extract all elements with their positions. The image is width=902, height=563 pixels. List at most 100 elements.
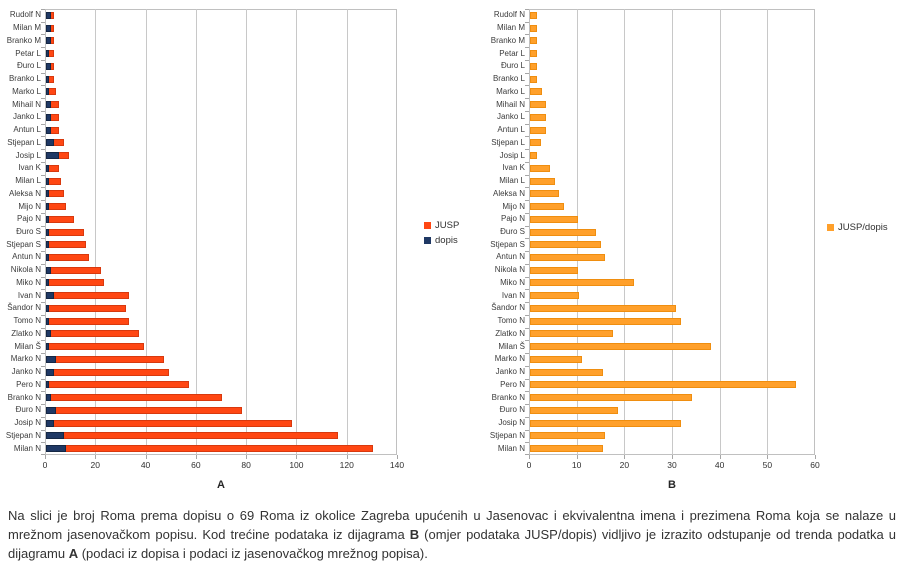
category-label: Rudolf N (9, 10, 41, 20)
category-label: Stjepan N (5, 430, 41, 440)
category-label: Ivan K (502, 163, 525, 173)
category-label: Milan Š (14, 341, 41, 351)
bar-jusp (46, 406, 243, 414)
bar-dopis (46, 241, 49, 249)
bar-dopis (46, 432, 64, 440)
bar-jusp (46, 292, 129, 300)
bar-jusp-dopis (530, 419, 681, 427)
category-label: Branko L (492, 74, 525, 84)
chart-A-gridline (246, 9, 248, 455)
chart-B-x-tick (529, 455, 530, 459)
category-label: Mihail N (496, 99, 525, 109)
chart-B-y-tick (525, 110, 529, 112)
bar-jusp (46, 203, 67, 210)
category-label: Nikola N (10, 265, 41, 275)
chart-A-x-tick (195, 455, 197, 459)
chart-A-y-tick (41, 98, 45, 100)
chart-B-y-tick (525, 149, 529, 151)
category-label: Aleksa N (8, 188, 41, 198)
bar-jusp (46, 368, 170, 376)
chart-B-x-tick (719, 455, 721, 459)
category-label: Miko N (16, 277, 41, 287)
chart-A-x-tick (95, 455, 97, 459)
category-label: Milan M (496, 23, 525, 33)
bar-jusp-dopis (530, 139, 541, 147)
category-label: Đuro S (16, 227, 41, 236)
chart-B-gridline (672, 9, 673, 455)
chart-B-x-tick-label: 50 (762, 460, 773, 470)
chart-A-y-tick (41, 200, 45, 202)
chart-A-x-tick (296, 455, 298, 459)
bar-dopis (46, 292, 54, 300)
bar-dopis (46, 75, 49, 83)
chart-A-y-tick (41, 429, 45, 431)
chart-A-x-tick (145, 455, 147, 459)
chart-B-y-tick (525, 429, 529, 431)
chart-A-x-tick (397, 455, 398, 459)
bar-dopis (46, 203, 49, 210)
bar-jusp-dopis (530, 266, 579, 274)
chart-B-x-tick (624, 455, 626, 459)
bar-dopis (46, 177, 49, 185)
chart-B-y-tick (525, 21, 529, 23)
chart-A-y-tick (41, 289, 45, 291)
category-label: Antun N (496, 252, 525, 262)
bar-dopis (46, 317, 49, 325)
category-label: Milan M (12, 23, 41, 33)
chart-B-y-tick (525, 200, 529, 202)
bar-jusp (46, 253, 89, 261)
chart-A-y-tick (41, 340, 45, 342)
category-label: Milan N (13, 443, 41, 453)
bar-jusp-dopis (530, 304, 677, 312)
chart-A-y-tick (41, 212, 45, 214)
bar-dopis (46, 190, 49, 198)
bar-dopis (46, 101, 52, 109)
chart-A-gridline (195, 9, 197, 455)
category-label: Nikola N (494, 265, 525, 275)
bar-dopis (46, 228, 49, 236)
bar-jusp-dopis (530, 164, 550, 172)
chart-A-y-tick (41, 110, 45, 112)
category-label: Pero N (16, 379, 41, 389)
category-label: Petar L (499, 48, 525, 58)
category-label: Branko M (490, 35, 525, 45)
chart-B-y-tick (525, 34, 529, 36)
chart-A-y-tick (41, 251, 45, 253)
chart-B-y-tick (525, 353, 529, 355)
bar-jusp-dopis (530, 381, 797, 389)
caption-text: (omjer podataka JUSP/dopis) vidljivo je … (8, 526, 897, 561)
bar-dopis (46, 24, 52, 32)
chart-A-y-tick (41, 59, 45, 61)
bar-dopis (46, 355, 57, 363)
bar-dopis (46, 215, 49, 223)
category-label: Aleksa N (492, 188, 525, 198)
bar-dopis (46, 381, 49, 389)
chart-A-y-tick (41, 149, 45, 151)
category-label: Marko N (10, 354, 41, 364)
bar-jusp-dopis (530, 62, 538, 70)
chart-A-y-tick (41, 85, 45, 87)
bar-jusp (46, 215, 74, 223)
category-label: Mijo N (18, 201, 41, 211)
chart-B-x-tick (672, 455, 673, 459)
bar-dopis (46, 406, 57, 414)
chart-A-y-tick (41, 161, 45, 163)
chart-A-y-tick (41, 9, 45, 10)
bar-jusp-dopis (530, 126, 546, 134)
chart-B-y-tick (525, 123, 529, 125)
chart-A-gridline (346, 9, 348, 455)
bar-jusp-dopis (530, 11, 538, 19)
chart-A-y-tick (41, 442, 45, 444)
chart-A-x-tick-label: 140 (389, 460, 405, 470)
caption-bold-ref: A (68, 545, 79, 561)
chart-B-x-tick-label: 30 (667, 460, 677, 470)
bar-dopis (46, 266, 52, 274)
chart-B-y-tick (525, 302, 529, 304)
category-label: Josip L (499, 150, 525, 160)
bar-jusp (46, 190, 64, 198)
chart-A-x-tick-label: 20 (90, 460, 101, 470)
chart-B-x-tick (576, 455, 578, 459)
legend-item: JUSP (424, 220, 459, 231)
category-label: Janko N (495, 367, 525, 377)
